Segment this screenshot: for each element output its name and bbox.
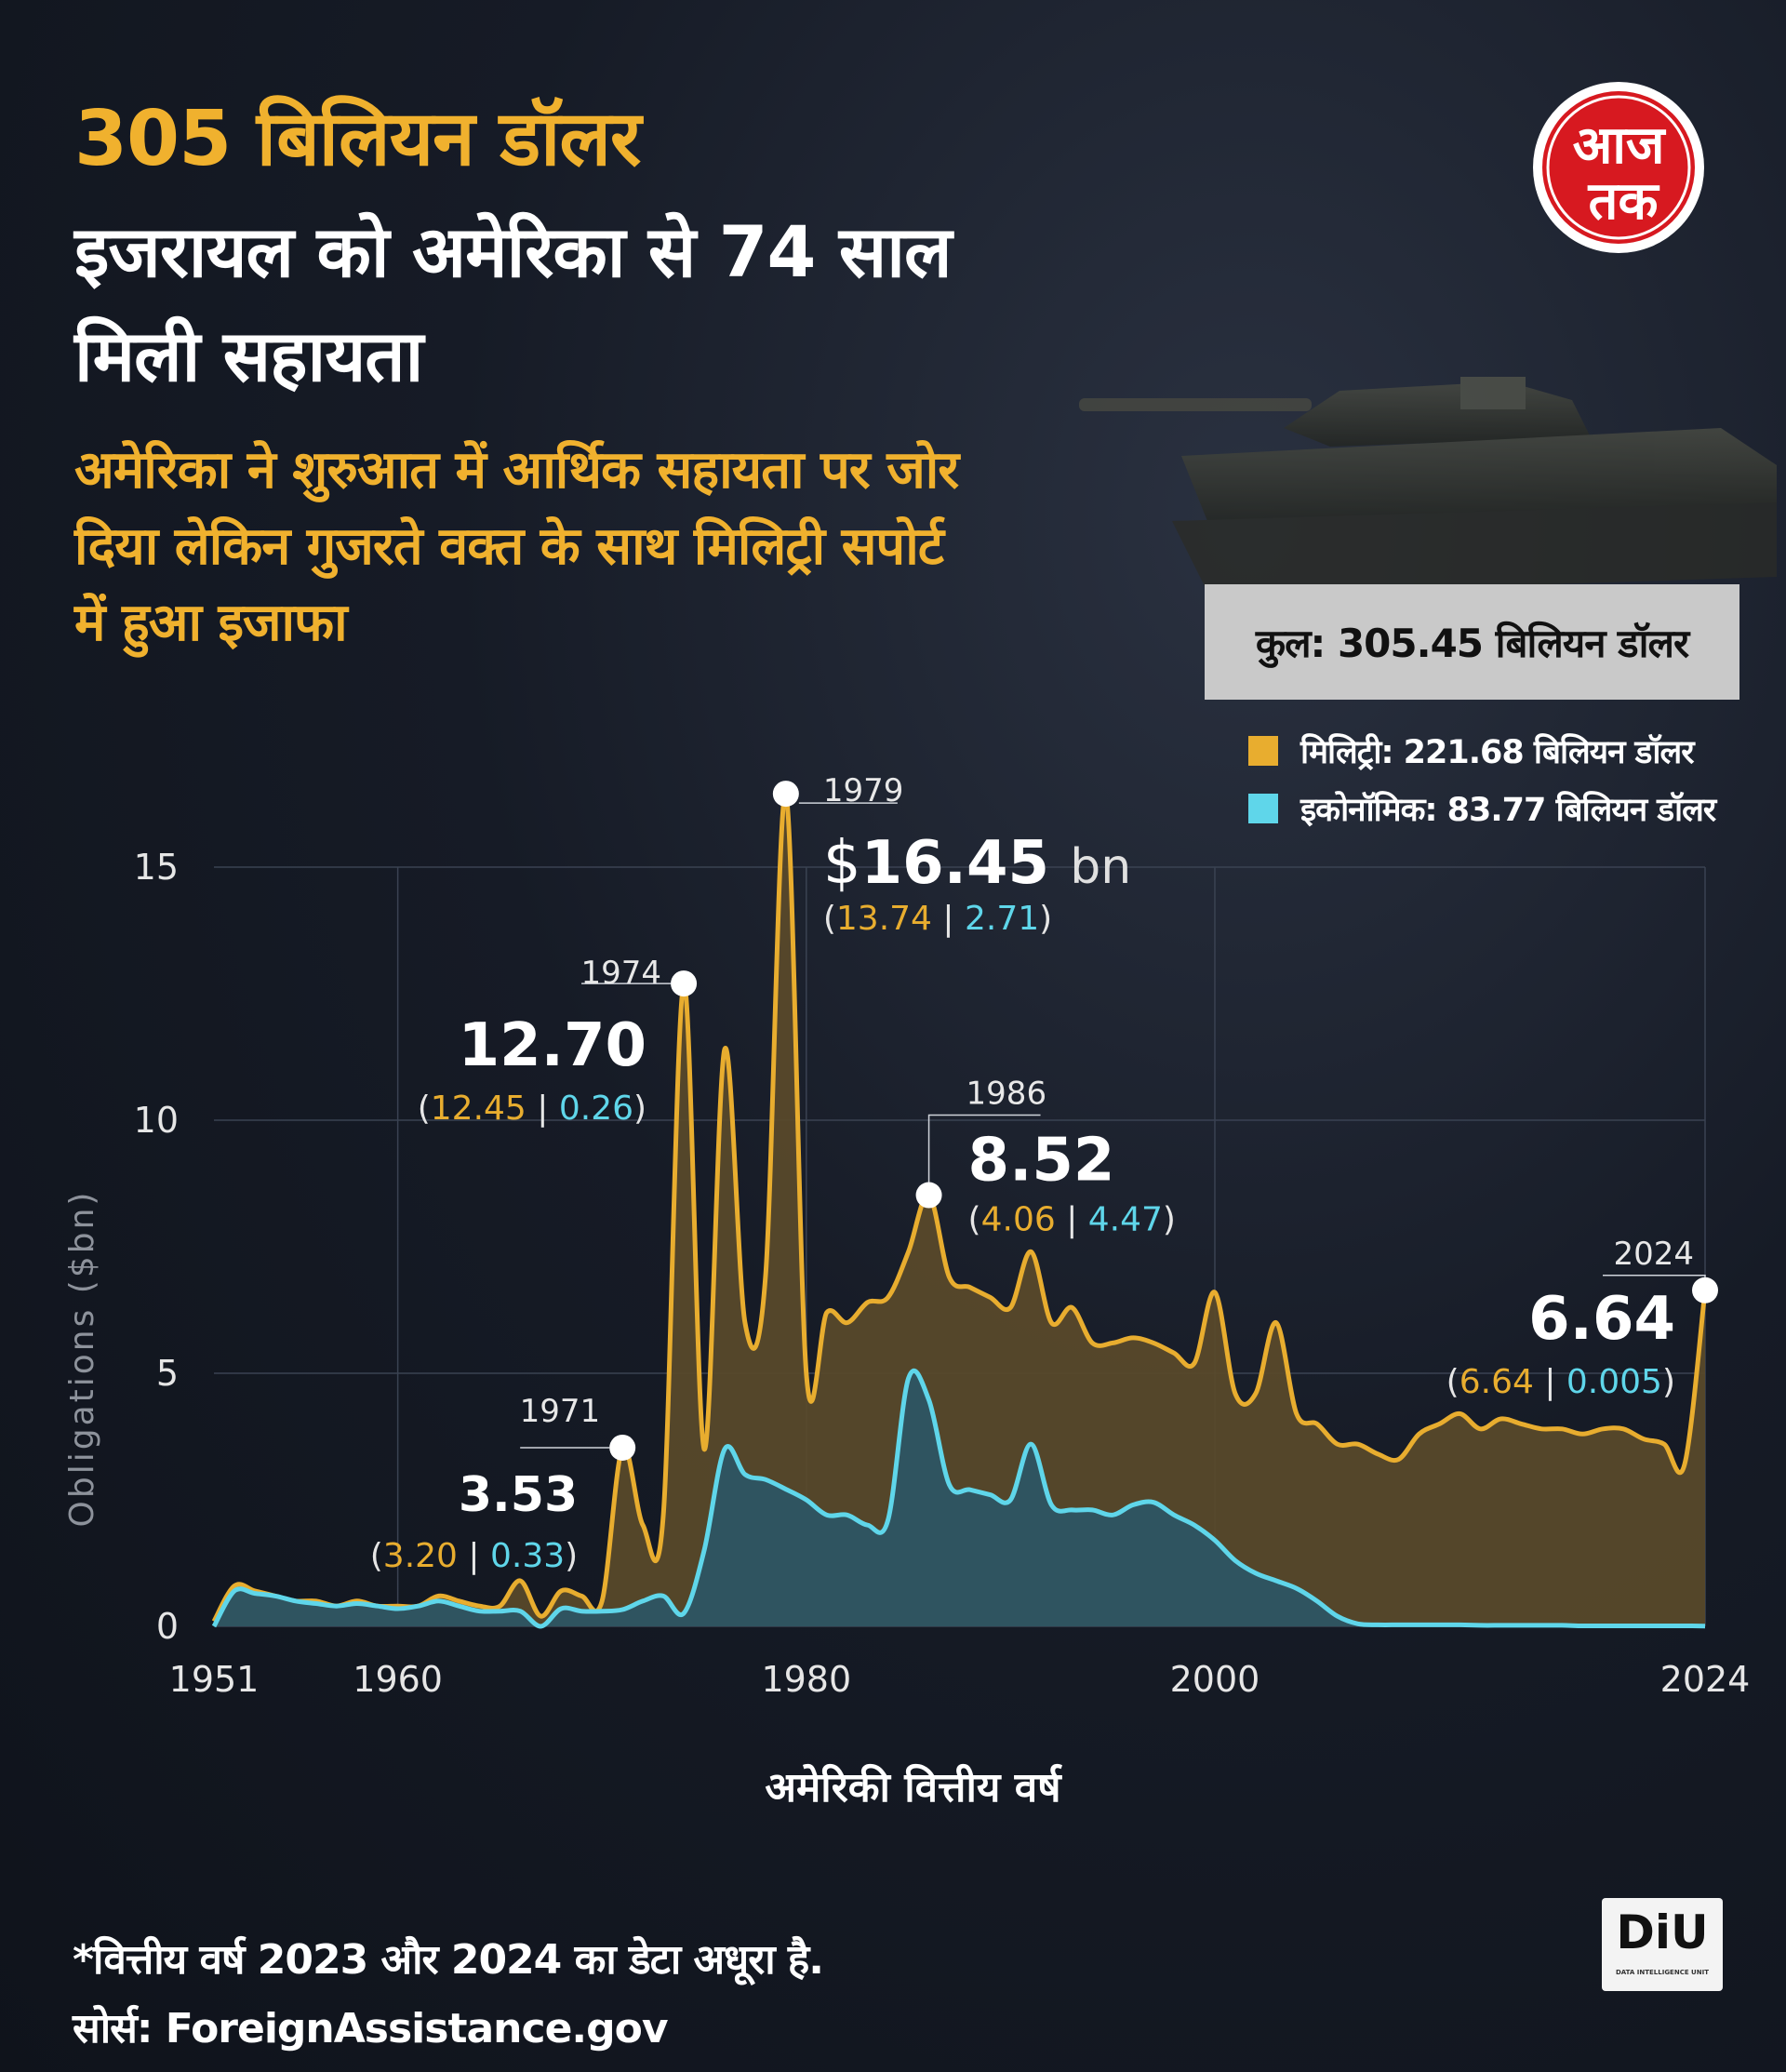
area-economic	[214, 1370, 1705, 1626]
annotation-punct: )	[1039, 900, 1052, 938]
annotation-punct: (	[1446, 1363, 1459, 1401]
diu-logo-text: DiU	[1616, 1905, 1709, 1959]
annotation-dot	[915, 1182, 942, 1209]
annotation-gap	[1049, 829, 1070, 898]
annotation-1979: 1979$16.45 bn(13.74 | 2.71)	[772, 772, 1131, 938]
annotation-dot	[772, 781, 799, 808]
annotation-breakdown: (4.06 | 4.47)	[968, 1201, 1176, 1239]
annotation-punct: |	[932, 900, 965, 938]
legend-label-economic: इकोनॉमिक: 83.77 बिलियन डॉलर	[1300, 791, 1716, 829]
y-tick-label: 15	[134, 847, 179, 888]
annotation-economic: 0.26	[559, 1089, 633, 1128]
annotation-value: $16.45 bn	[823, 829, 1131, 898]
tank-illustration	[1079, 377, 1777, 595]
area-military	[214, 793, 1705, 1626]
annotation-value: 3.53	[459, 1467, 578, 1523]
annotation-year: 1974	[581, 955, 662, 992]
annotation-1974: 1974 12.70 (12.45 | 0.26)	[418, 955, 698, 1128]
annotation-economic: 2.71	[965, 900, 1039, 938]
y-tick-label: 0	[156, 1606, 179, 1647]
annotation-total: 6.64	[1528, 1285, 1675, 1354]
annotation-leader	[1603, 1275, 1706, 1277]
x-axis-label: अमेरिकी वित्तीय वर्ष	[765, 1763, 1062, 1811]
x-tick-label: 1951	[169, 1659, 260, 1700]
annotation-breakdown: (12.45 | 0.26)	[418, 1089, 646, 1128]
annotation-economic: 0.33	[490, 1537, 565, 1575]
legend: मिलिट्री: 221.68 बिलियन डॉलर इकोनॉमिक: 8…	[1248, 722, 1716, 837]
annotation-military: 3.20	[383, 1537, 458, 1575]
legend-label-military: मिलिट्री: 221.68 बिलियन डॉलर	[1300, 733, 1695, 771]
annotation-year: 2024	[1613, 1236, 1694, 1273]
annotation-prefix: $	[823, 829, 861, 898]
annotation-military: 6.64	[1459, 1363, 1534, 1401]
annotation-military: 4.06	[981, 1201, 1056, 1239]
legend-swatch-military	[1248, 736, 1278, 766]
annotation-punct: )	[1163, 1201, 1176, 1239]
logo-line2: तक	[1588, 171, 1660, 232]
x-tick-label: 1980	[761, 1659, 851, 1700]
y-axis-label: Obligations ($bn)	[63, 1190, 101, 1528]
footnote-source: सोर्स: ForeignAssistance.gov	[73, 2005, 669, 2052]
legend-swatch-economic	[1248, 794, 1278, 823]
annotation-total: 3.53	[459, 1467, 578, 1523]
annotation-punct: (	[968, 1201, 981, 1239]
legend-item-economic: इकोनॉमिक: 83.77 बिलियन डॉलर	[1248, 780, 1716, 837]
diu-logo: DiU DATA INTELLIGENCE UNIT	[1602, 1898, 1723, 1991]
annotation-punct: )	[565, 1537, 578, 1575]
annotation-punct: |	[1534, 1363, 1566, 1401]
annotation-military: 12.45	[431, 1089, 526, 1128]
annotation-breakdown: (13.74 | 2.71)	[823, 900, 1052, 938]
annotation-punct: )	[633, 1089, 646, 1128]
diu-logo-subtext: DATA INTELLIGENCE UNIT	[1616, 1969, 1709, 1976]
logo-line1: आज	[1573, 115, 1667, 176]
annotation-punct: |	[458, 1537, 490, 1575]
y-tick-label: 10	[134, 1100, 179, 1141]
annotation-year: 1986	[966, 1076, 1047, 1113]
annotation-leader	[927, 1114, 1041, 1183]
page-title: इजरायल को अमेरिका से 74 साल मिली सहायता	[74, 210, 953, 397]
legend-item-military: मिलिट्री: 221.68 बिलियन डॉलर	[1248, 722, 1715, 780]
y-tick-label: 5	[156, 1353, 179, 1394]
total-box: कुल: 305.45 बिलियन डॉलर	[1205, 584, 1739, 700]
annotation-1971: 1971 3.53 (3.20 | 0.33)	[370, 1393, 636, 1575]
annotation-punct: (	[370, 1537, 383, 1575]
annotation-1986: 1986 8.52 (4.06 | 4.47)	[915, 1076, 1176, 1239]
annotation-breakdown: (3.20 | 0.33)	[370, 1537, 578, 1575]
headline: 305 बिलियन डॉलर	[74, 95, 641, 183]
series-line-economic	[211, 1369, 1706, 1629]
x-tick-label: 2000	[1170, 1659, 1260, 1700]
annotation-military: 13.74	[836, 900, 932, 938]
footnote-note: *वित्तीय वर्ष 2023 और 2024 का डेटा अधूरा…	[73, 1936, 824, 1984]
x-tick-label: 2024	[1660, 1659, 1751, 1700]
annotation-economic: 4.47	[1088, 1201, 1163, 1239]
aajtak-logo: आज तक	[1533, 82, 1704, 253]
annotation-punct: (	[823, 900, 836, 938]
annotation-year: 1979	[823, 772, 904, 809]
annotation-punct: (	[418, 1089, 431, 1128]
annotation-economic: 0.005	[1566, 1363, 1662, 1401]
annotation-value: 8.52	[968, 1127, 1115, 1196]
page-subtitle: अमेरिका ने शुरुआत में आर्थिक सहायता पर ज…	[74, 440, 959, 653]
series-line-military	[211, 791, 1708, 1623]
annotation-punct: |	[1056, 1201, 1088, 1239]
annotation-total: 16.45	[861, 829, 1049, 898]
annotation-dot	[1692, 1277, 1718, 1303]
annotation-breakdown: (6.64 | 0.005)	[1446, 1363, 1675, 1401]
annotation-total: 8.52	[968, 1127, 1115, 1196]
annotation-value: 6.64	[1528, 1285, 1675, 1354]
annotation-year: 1971	[520, 1393, 601, 1430]
annotation-suffix: bn	[1070, 839, 1131, 895]
annotation-dot	[609, 1434, 636, 1461]
annotation-punct: |	[526, 1089, 559, 1128]
annotation-dot	[671, 970, 698, 997]
footnote: *वित्तीय वर्ष 2023 और 2024 का डेटा अधूरा…	[73, 1926, 824, 2064]
annotation-punct: )	[1662, 1363, 1675, 1401]
annotation-value: 12.70	[459, 1011, 646, 1080]
x-tick-label: 1960	[353, 1659, 443, 1700]
annotation-total: 12.70	[459, 1011, 646, 1080]
